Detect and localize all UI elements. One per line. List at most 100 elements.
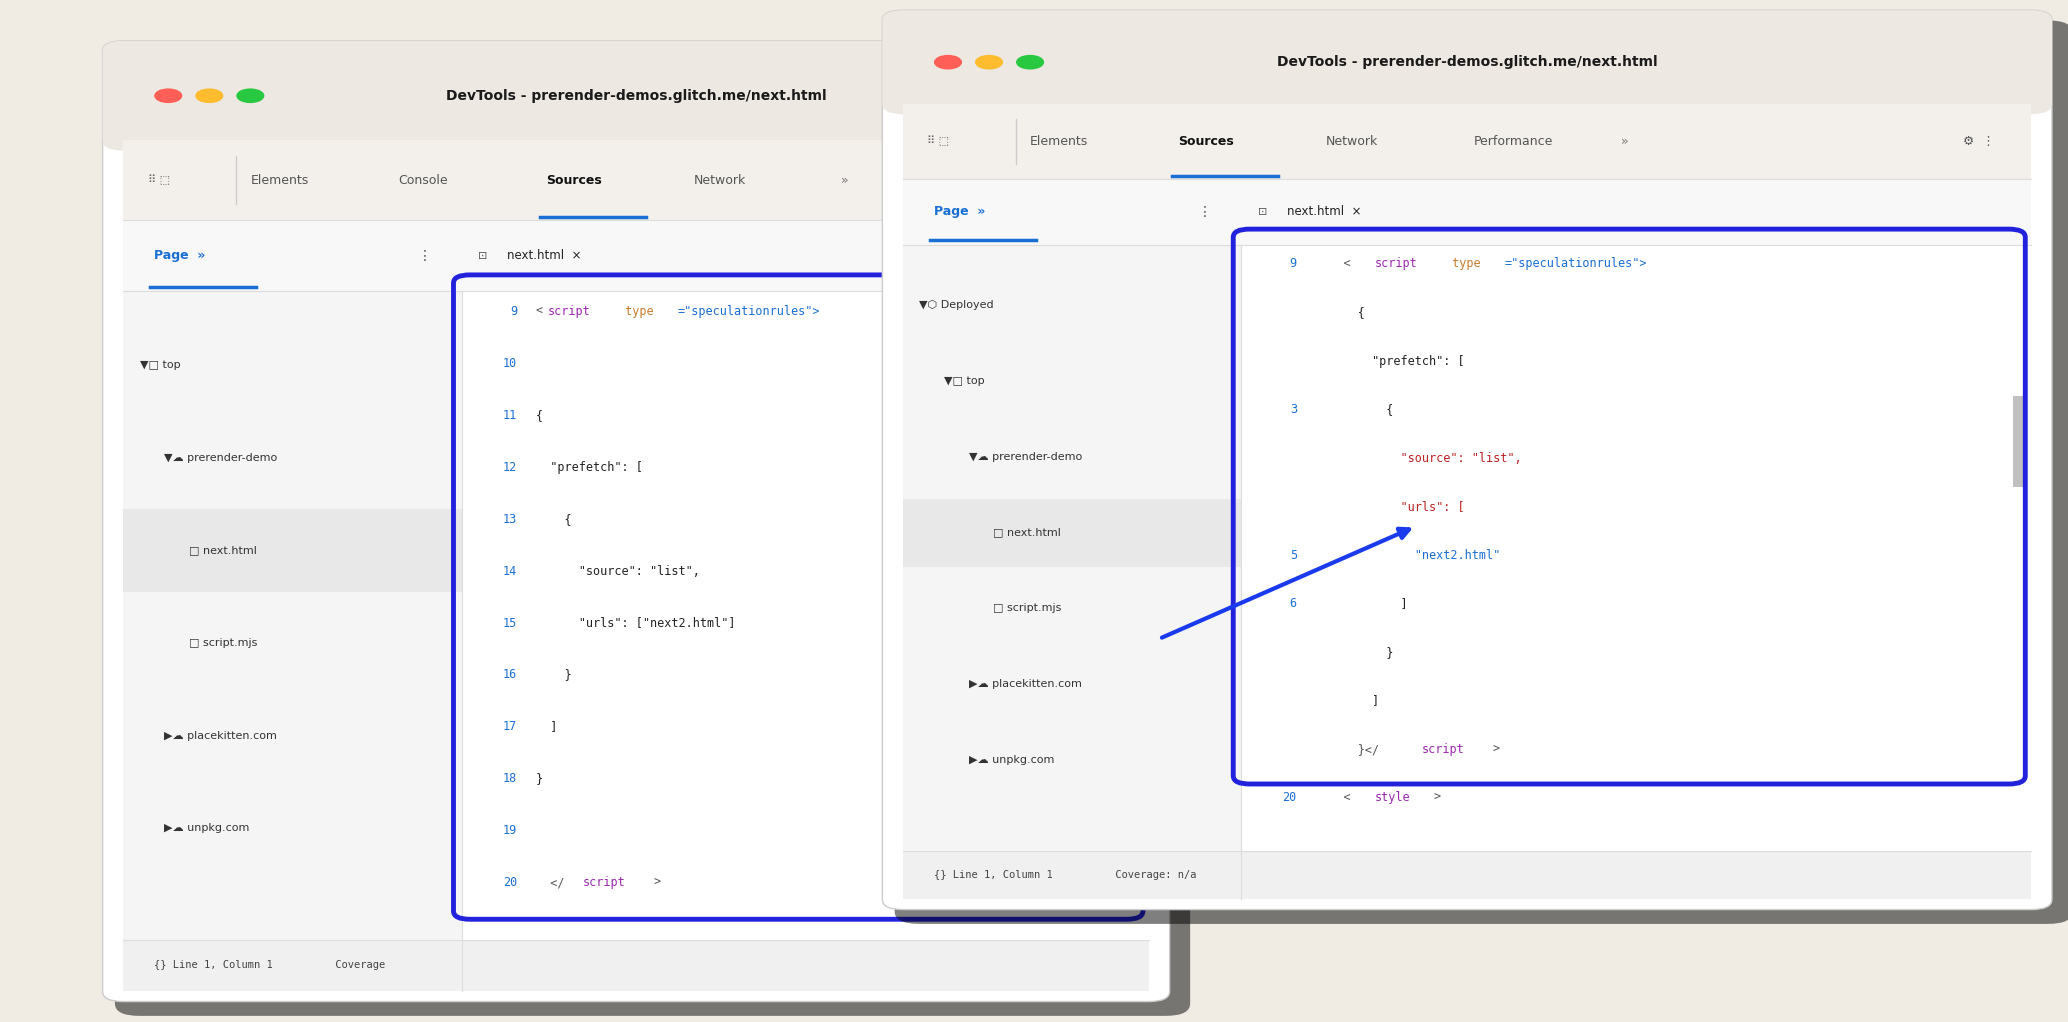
Bar [2012,397,2027,487]
Circle shape [935,55,962,68]
Bar [1241,244,2031,851]
Text: 20: 20 [1282,791,1297,804]
Text: script: script [548,306,589,318]
Text: 18: 18 [503,773,517,785]
Text: ▼⬡ Deployed: ▼⬡ Deployed [920,300,995,311]
Circle shape [976,55,1003,68]
Text: 9: 9 [511,306,517,318]
Text: {} Line 1, Column 1          Coverage: {} Line 1, Column 1 Coverage [153,961,385,971]
Bar [124,221,1150,291]
Bar [124,291,461,939]
Text: ⚙  ⋮: ⚙ ⋮ [1963,135,1994,148]
Text: "source": "list",: "source": "list", [1315,452,1522,465]
Text: type: type [1446,258,1481,271]
Text: "next2.html": "next2.html" [1315,549,1501,561]
Text: >: > [653,876,660,889]
Text: 20: 20 [503,876,517,889]
Text: ="speculationrules">: ="speculationrules"> [1503,258,1646,271]
Text: 11: 11 [503,409,517,422]
Text: }: } [536,773,542,785]
Circle shape [1017,55,1044,68]
Circle shape [196,89,223,102]
FancyBboxPatch shape [116,51,1191,1016]
Bar [904,499,1241,567]
Text: Network: Network [1326,135,1377,148]
Text: ⋮: ⋮ [1197,204,1212,219]
Text: Console: Console [397,174,447,187]
FancyBboxPatch shape [883,10,2051,910]
Text: »: » [842,174,850,187]
Text: □ script.mjs: □ script.mjs [188,638,256,648]
Text: {} Line 1, Column 1          Coverage: n/a: {} Line 1, Column 1 Coverage: n/a [933,870,1195,880]
Text: </: </ [536,876,565,889]
Text: ▶☁ placekitten.com: ▶☁ placekitten.com [968,680,1082,689]
Text: ]: ] [536,721,556,734]
Text: ="speculationrules">: ="speculationrules"> [676,306,819,318]
Text: <: < [1315,791,1350,804]
Text: "urls": ["next2.html"]: "urls": ["next2.html"] [536,616,734,630]
Text: script: script [1421,743,1464,755]
Text: ▼☁ prerender-demo: ▼☁ prerender-demo [163,453,277,463]
Text: {: { [1315,403,1394,416]
Text: }: } [536,668,571,682]
Text: 17: 17 [503,721,517,734]
Text: Elements: Elements [250,174,308,187]
Text: ▶☁ unpkg.com: ▶☁ unpkg.com [968,755,1055,765]
Text: ▶☁ placekitten.com: ▶☁ placekitten.com [163,731,277,741]
Text: »: » [1621,135,1630,148]
Text: ▼□ top: ▼□ top [139,360,180,370]
Text: 3: 3 [1290,403,1297,416]
Text: 13: 13 [503,513,517,525]
Bar [124,509,461,592]
FancyBboxPatch shape [883,10,2051,114]
Bar [904,179,2031,244]
Text: □ next.html: □ next.html [993,527,1061,538]
Text: Sources: Sources [546,174,602,187]
Text: next.html  ×: next.html × [507,249,581,262]
Text: <: < [1315,258,1350,271]
Circle shape [238,89,265,102]
Bar [124,140,1150,221]
Bar [904,104,2031,179]
Text: "prefetch": [: "prefetch": [ [1315,355,1464,368]
Text: >: > [1493,743,1499,755]
Text: {: { [536,409,542,422]
Text: {: { [536,513,571,525]
Bar [904,851,2031,899]
Text: Network: Network [693,174,747,187]
Text: Page  »: Page » [933,205,984,218]
Text: 12: 12 [503,461,517,474]
Text: >: > [1433,791,1441,804]
FancyBboxPatch shape [103,41,1170,150]
Text: 14: 14 [503,564,517,577]
Text: 9: 9 [1290,258,1297,271]
Text: DevTools - prerender-demos.glitch.me/next.html: DevTools - prerender-demos.glitch.me/nex… [1276,55,1656,69]
Text: }: } [1315,646,1394,658]
Text: ⚙  ⋮: ⚙ ⋮ [1079,174,1113,187]
Text: 10: 10 [503,357,517,370]
Text: Sources: Sources [1179,135,1235,148]
Bar [124,104,1150,140]
Bar [461,291,1150,939]
Text: {: { [1315,306,1365,319]
Bar [904,71,2031,104]
Text: 6: 6 [1290,597,1297,610]
Text: □ next.html: □ next.html [188,546,256,555]
FancyArrowPatch shape [1162,528,1408,638]
Text: □ script.mjs: □ script.mjs [993,603,1061,613]
Text: ⊡: ⊡ [1257,206,1268,217]
Text: }</: }</ [1315,743,1379,755]
Text: 19: 19 [503,824,517,837]
Text: next.html  ×: next.html × [1286,205,1361,218]
Text: 5: 5 [1290,549,1297,561]
Bar [1131,518,1146,615]
Text: script: script [1375,258,1417,271]
Text: ]: ] [1315,694,1379,707]
Text: script: script [583,876,625,889]
Text: <: < [536,306,542,318]
Circle shape [155,89,182,102]
Text: ▼☁ prerender-demo: ▼☁ prerender-demo [968,452,1082,462]
Text: 16: 16 [503,668,517,682]
Text: type: type [618,306,653,318]
Text: 15: 15 [503,616,517,630]
